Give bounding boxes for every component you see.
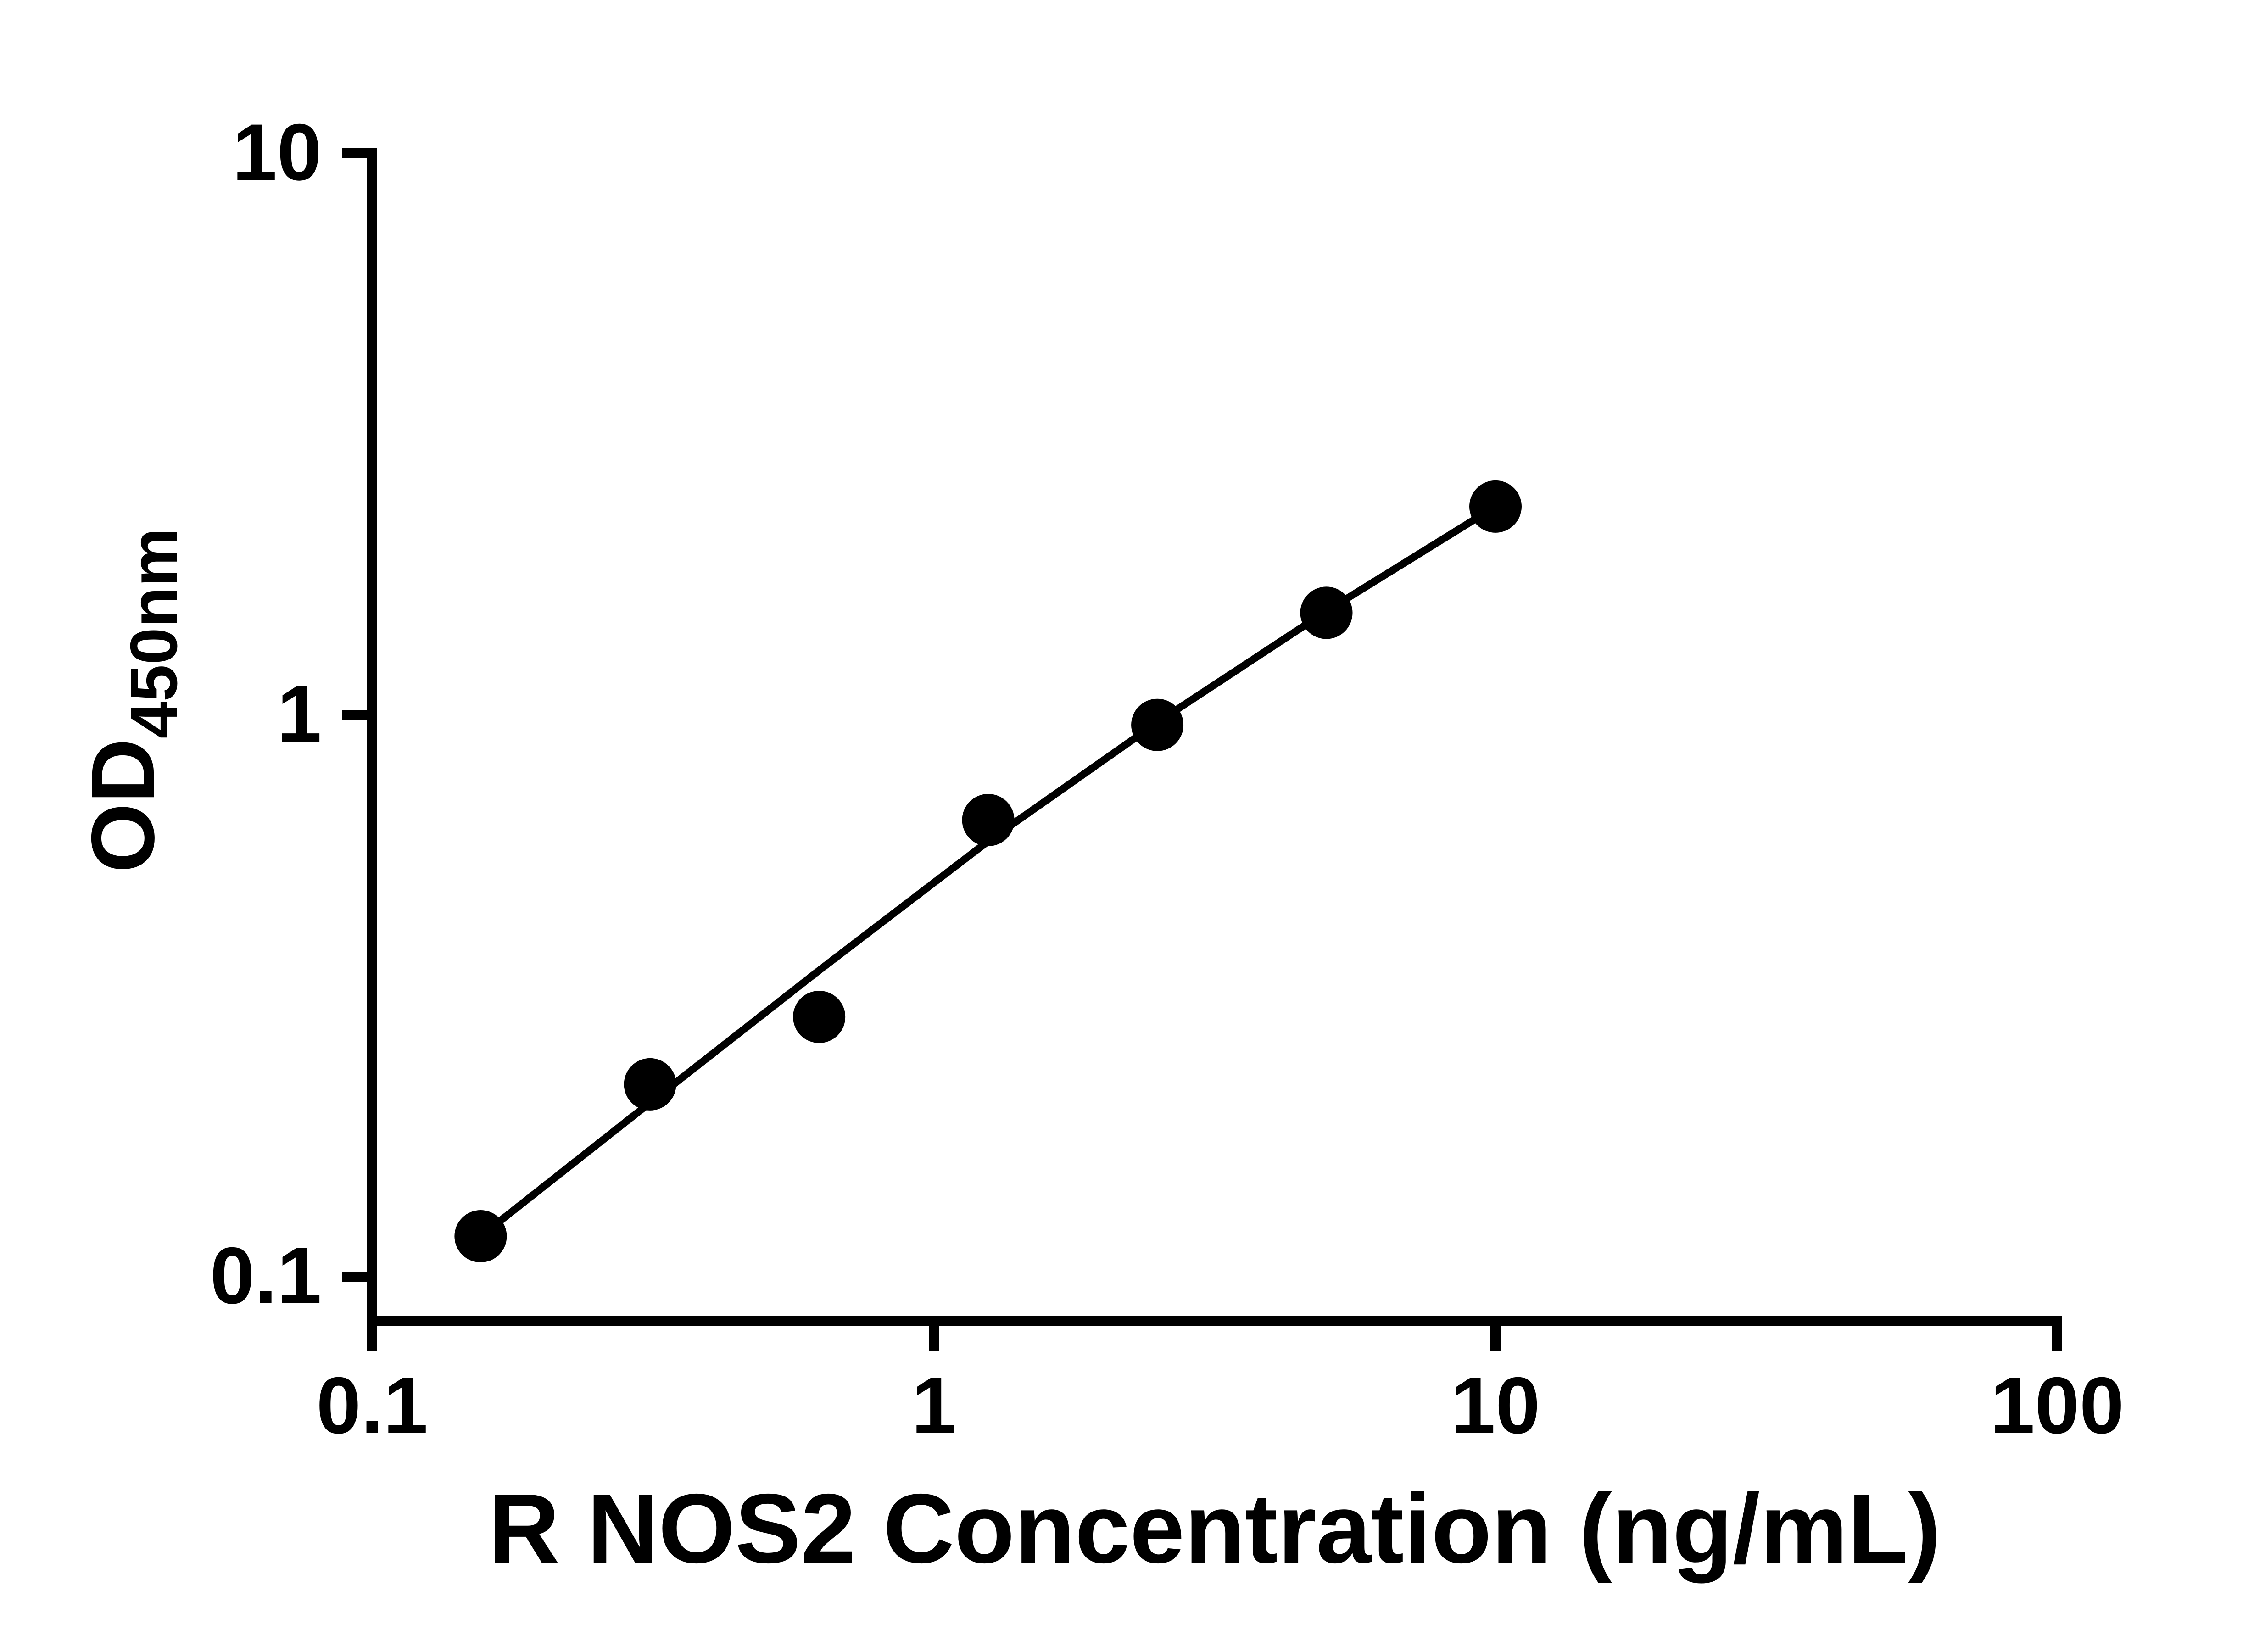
axis-ticks [342,148,2062,1351]
y-tick-label: 1 [277,670,322,759]
x-axis-title: R NOS2 Concentration (ng/mL) [488,1473,1941,1584]
data-point [962,793,1015,846]
x-tick-label: 1 [911,1361,956,1451]
data-points [454,480,1522,1263]
y-axis-title: OD450nm [73,528,191,873]
data-point [1469,480,1522,533]
data-point [454,1210,507,1263]
x-tick-label: 100 [1990,1361,2124,1451]
tick-labels: 0.1 1 10 100 10 1 0.1 [210,108,2124,1451]
data-point [793,991,846,1044]
y-axis-title-sub: 450nm [117,528,191,738]
x-tick-label: 0.1 [316,1361,428,1451]
y-tick-label: 10 [232,108,322,197]
data-point [1131,698,1184,751]
x-tick-label: 10 [1451,1361,1540,1451]
data-point [624,1058,676,1111]
axes [367,148,2062,1326]
data-point [1300,586,1353,639]
y-axis-title-main: OD [73,738,173,873]
y-tick-label: 0.1 [210,1231,322,1321]
